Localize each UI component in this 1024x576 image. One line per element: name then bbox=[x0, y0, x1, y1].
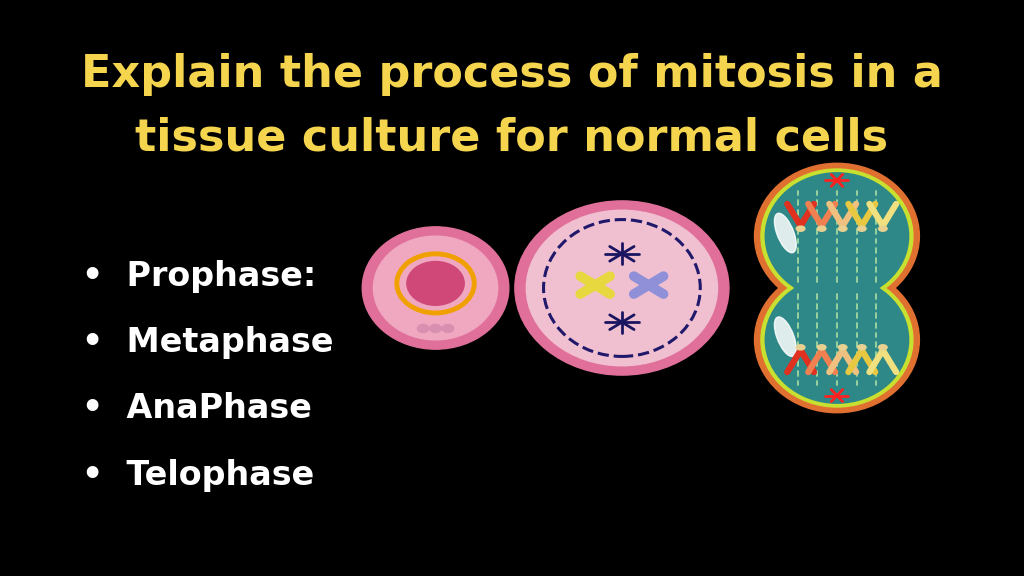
Ellipse shape bbox=[774, 213, 797, 253]
Ellipse shape bbox=[857, 226, 866, 232]
Ellipse shape bbox=[761, 169, 913, 304]
Ellipse shape bbox=[857, 344, 866, 350]
Ellipse shape bbox=[515, 201, 729, 375]
Ellipse shape bbox=[418, 324, 429, 332]
Ellipse shape bbox=[362, 227, 509, 349]
Ellipse shape bbox=[797, 226, 805, 232]
Ellipse shape bbox=[755, 164, 920, 309]
Ellipse shape bbox=[817, 344, 826, 350]
Text: Explain the process of mitosis in a: Explain the process of mitosis in a bbox=[81, 54, 943, 96]
Ellipse shape bbox=[765, 276, 908, 403]
Ellipse shape bbox=[442, 324, 454, 332]
Ellipse shape bbox=[765, 173, 908, 300]
Ellipse shape bbox=[879, 344, 887, 350]
Ellipse shape bbox=[407, 262, 464, 305]
Ellipse shape bbox=[430, 324, 441, 332]
Text: •  Prophase:: • Prophase: bbox=[82, 260, 316, 293]
Ellipse shape bbox=[879, 226, 887, 232]
Ellipse shape bbox=[774, 317, 797, 357]
Ellipse shape bbox=[797, 344, 805, 350]
Ellipse shape bbox=[755, 267, 920, 412]
Text: •  Metaphase: • Metaphase bbox=[82, 326, 334, 359]
Ellipse shape bbox=[839, 226, 847, 232]
Ellipse shape bbox=[839, 344, 847, 350]
Text: •  AnaPhase: • AnaPhase bbox=[82, 392, 311, 426]
Text: tissue culture for normal cells: tissue culture for normal cells bbox=[135, 117, 889, 160]
Ellipse shape bbox=[526, 210, 718, 366]
Text: •  Telophase: • Telophase bbox=[82, 458, 314, 492]
Ellipse shape bbox=[374, 236, 498, 340]
Ellipse shape bbox=[817, 226, 826, 232]
Ellipse shape bbox=[761, 272, 913, 407]
